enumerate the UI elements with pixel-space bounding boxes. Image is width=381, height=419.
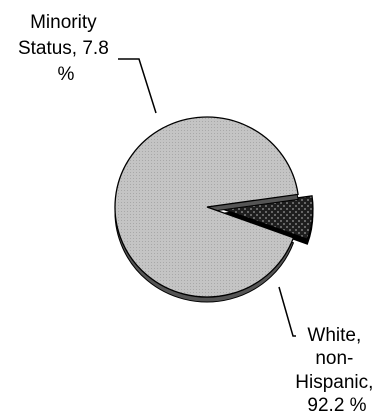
pie-slices bbox=[114, 116, 314, 303]
minority-leader-line bbox=[118, 58, 157, 114]
white-leader-line bbox=[278, 286, 296, 337]
minority-label: Minority Status, 7.8 % bbox=[18, 12, 114, 85]
pie-slice-1 bbox=[114, 116, 299, 298]
white-label: White, non- Hispanic, 92.2 % bbox=[295, 325, 378, 416]
